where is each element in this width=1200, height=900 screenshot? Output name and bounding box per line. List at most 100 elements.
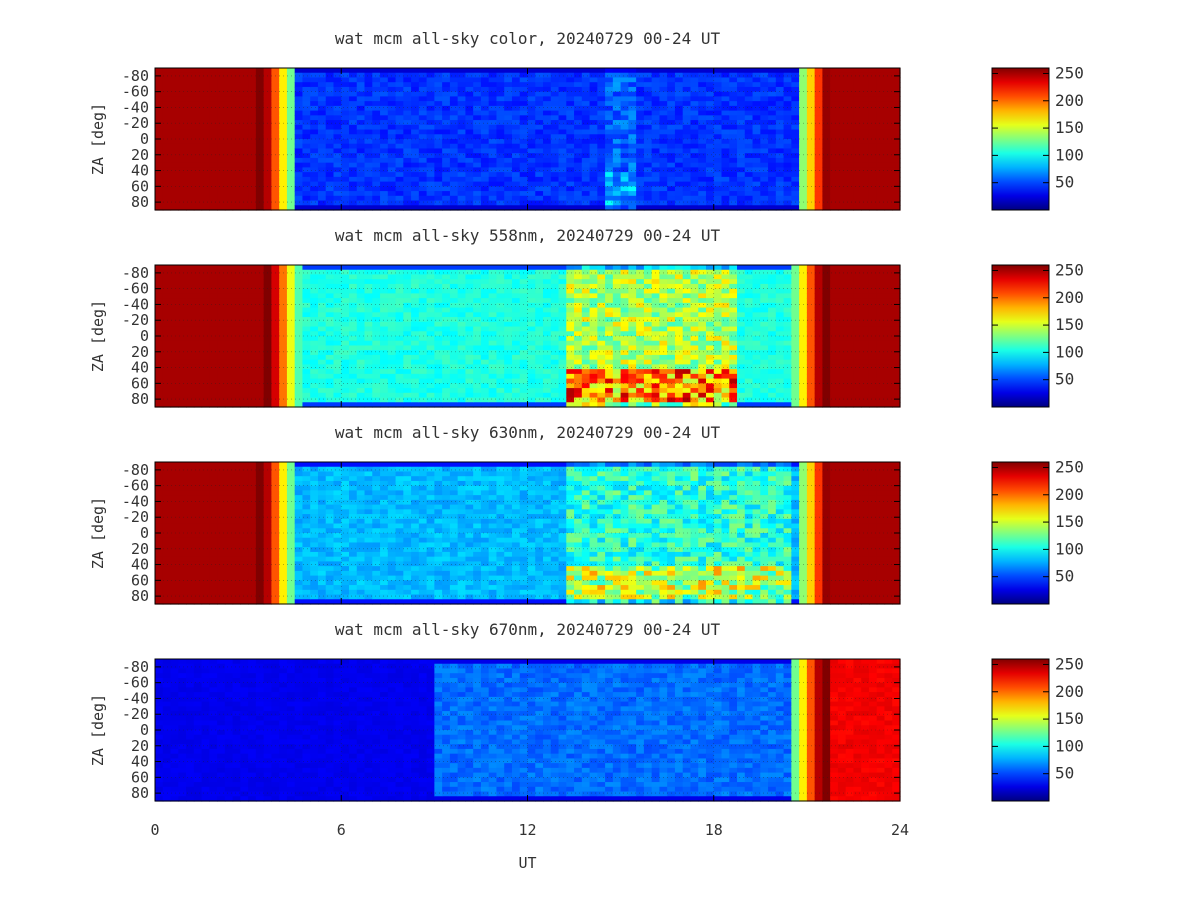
heatmap-cell [543,279,552,285]
heatmap-cell [659,336,668,342]
heatmap-cell [597,195,606,202]
heatmap-cell [364,392,373,399]
heatmap-cell [473,68,482,74]
heatmap-cell [364,354,373,361]
heatmap-cell [341,388,350,394]
heatmap-cell [589,134,598,140]
heatmap-cell [403,354,412,361]
heatmap-cell [527,373,536,380]
heatmap-cell [310,153,319,159]
heatmap-cell [744,162,754,168]
heatmap-cell [162,167,172,173]
heatmap-cell [643,369,653,375]
heatmap-cell [581,143,591,150]
heatmap-cell [162,115,172,121]
heatmap-cell [325,388,335,394]
heatmap-cell [193,397,203,403]
heatmap-cell [480,72,490,79]
heatmap-cell [473,397,482,403]
heatmap-cell [434,383,443,389]
heatmap-cell [248,307,257,313]
heatmap-cell [411,307,420,313]
heatmap-cell [527,312,536,318]
heatmap-cell [605,191,614,197]
heatmap-cell [892,115,901,121]
heatmap-cell [504,124,513,131]
heatmap-cell [302,269,311,276]
heatmap-cell [465,186,474,192]
heatmap-cell [861,153,870,159]
heatmap-cell [349,293,358,299]
heatmap-cell [496,153,505,159]
heatmap-cell [255,312,265,318]
heatmap-cell [488,326,498,332]
heatmap-cell [434,402,443,408]
heatmap-cell [488,274,498,280]
heatmap-cell [178,176,187,183]
heatmap-cell [209,153,218,159]
heatmap-cell [232,336,241,342]
heatmap-cell [411,191,420,197]
heatmap-cell [403,101,412,107]
heatmap-cell [768,157,777,164]
heatmap-cell [535,402,544,408]
heatmap-cell [411,364,420,370]
heatmap-cell [527,350,536,356]
heatmap-cell [271,302,280,309]
heatmap-cell [248,283,257,290]
heatmap-cell [349,274,358,280]
heatmap-cell [659,265,668,271]
heatmap-cell [170,191,179,197]
heatmap-cell [830,105,839,112]
heatmap-cell [449,321,459,328]
heatmap-cell [667,176,676,183]
heatmap-cell [372,68,381,74]
heatmap-cell [698,172,707,178]
heatmap-cell [643,148,653,154]
heatmap-cell [279,269,288,276]
heatmap-cell [271,153,280,159]
heatmap-cell [574,274,583,280]
heatmap-cell [411,302,420,309]
heatmap-cell [341,321,350,328]
heatmap-cell [286,279,296,285]
heatmap-cell [387,369,397,375]
heatmap-cell [667,157,676,164]
heatmap-cell [543,283,552,290]
heatmap-cell [667,91,676,97]
heatmap-cell [729,86,738,93]
heatmap-cell [349,120,358,126]
heatmap-cell [605,350,614,356]
heatmap-cell [294,312,304,318]
heatmap-cell [209,162,218,168]
heatmap-cell [317,373,327,380]
heatmap-cell [232,105,241,112]
heatmap-cell [535,134,544,140]
heatmap-cell [861,86,870,93]
heatmap-cell [294,364,304,370]
heatmap-cell [667,397,676,403]
heatmap-cell [628,340,637,347]
heatmap-cell [411,105,420,112]
heatmap-cell [155,326,164,332]
heatmap-cell [713,101,723,107]
heatmap-cell [845,139,855,145]
heatmap-cell [636,82,645,88]
heatmap-cell [488,378,498,384]
heatmap-cell [263,397,273,403]
heatmap-cell [170,134,179,140]
heatmap-cell [442,312,451,318]
heatmap-cell [744,153,754,159]
heatmap-cell [527,115,536,121]
heatmap-cell [442,265,451,271]
heatmap-cell [620,293,629,299]
heatmap-cell [387,205,397,211]
heatmap-cell [325,317,335,323]
heatmap-cell [426,186,435,192]
heatmap-cell [605,115,614,121]
heatmap-cell [853,96,862,102]
heatmap-cell [248,265,257,271]
heatmap-cell [636,162,645,168]
heatmap-cell [186,312,195,318]
heatmap-cell [636,205,645,211]
